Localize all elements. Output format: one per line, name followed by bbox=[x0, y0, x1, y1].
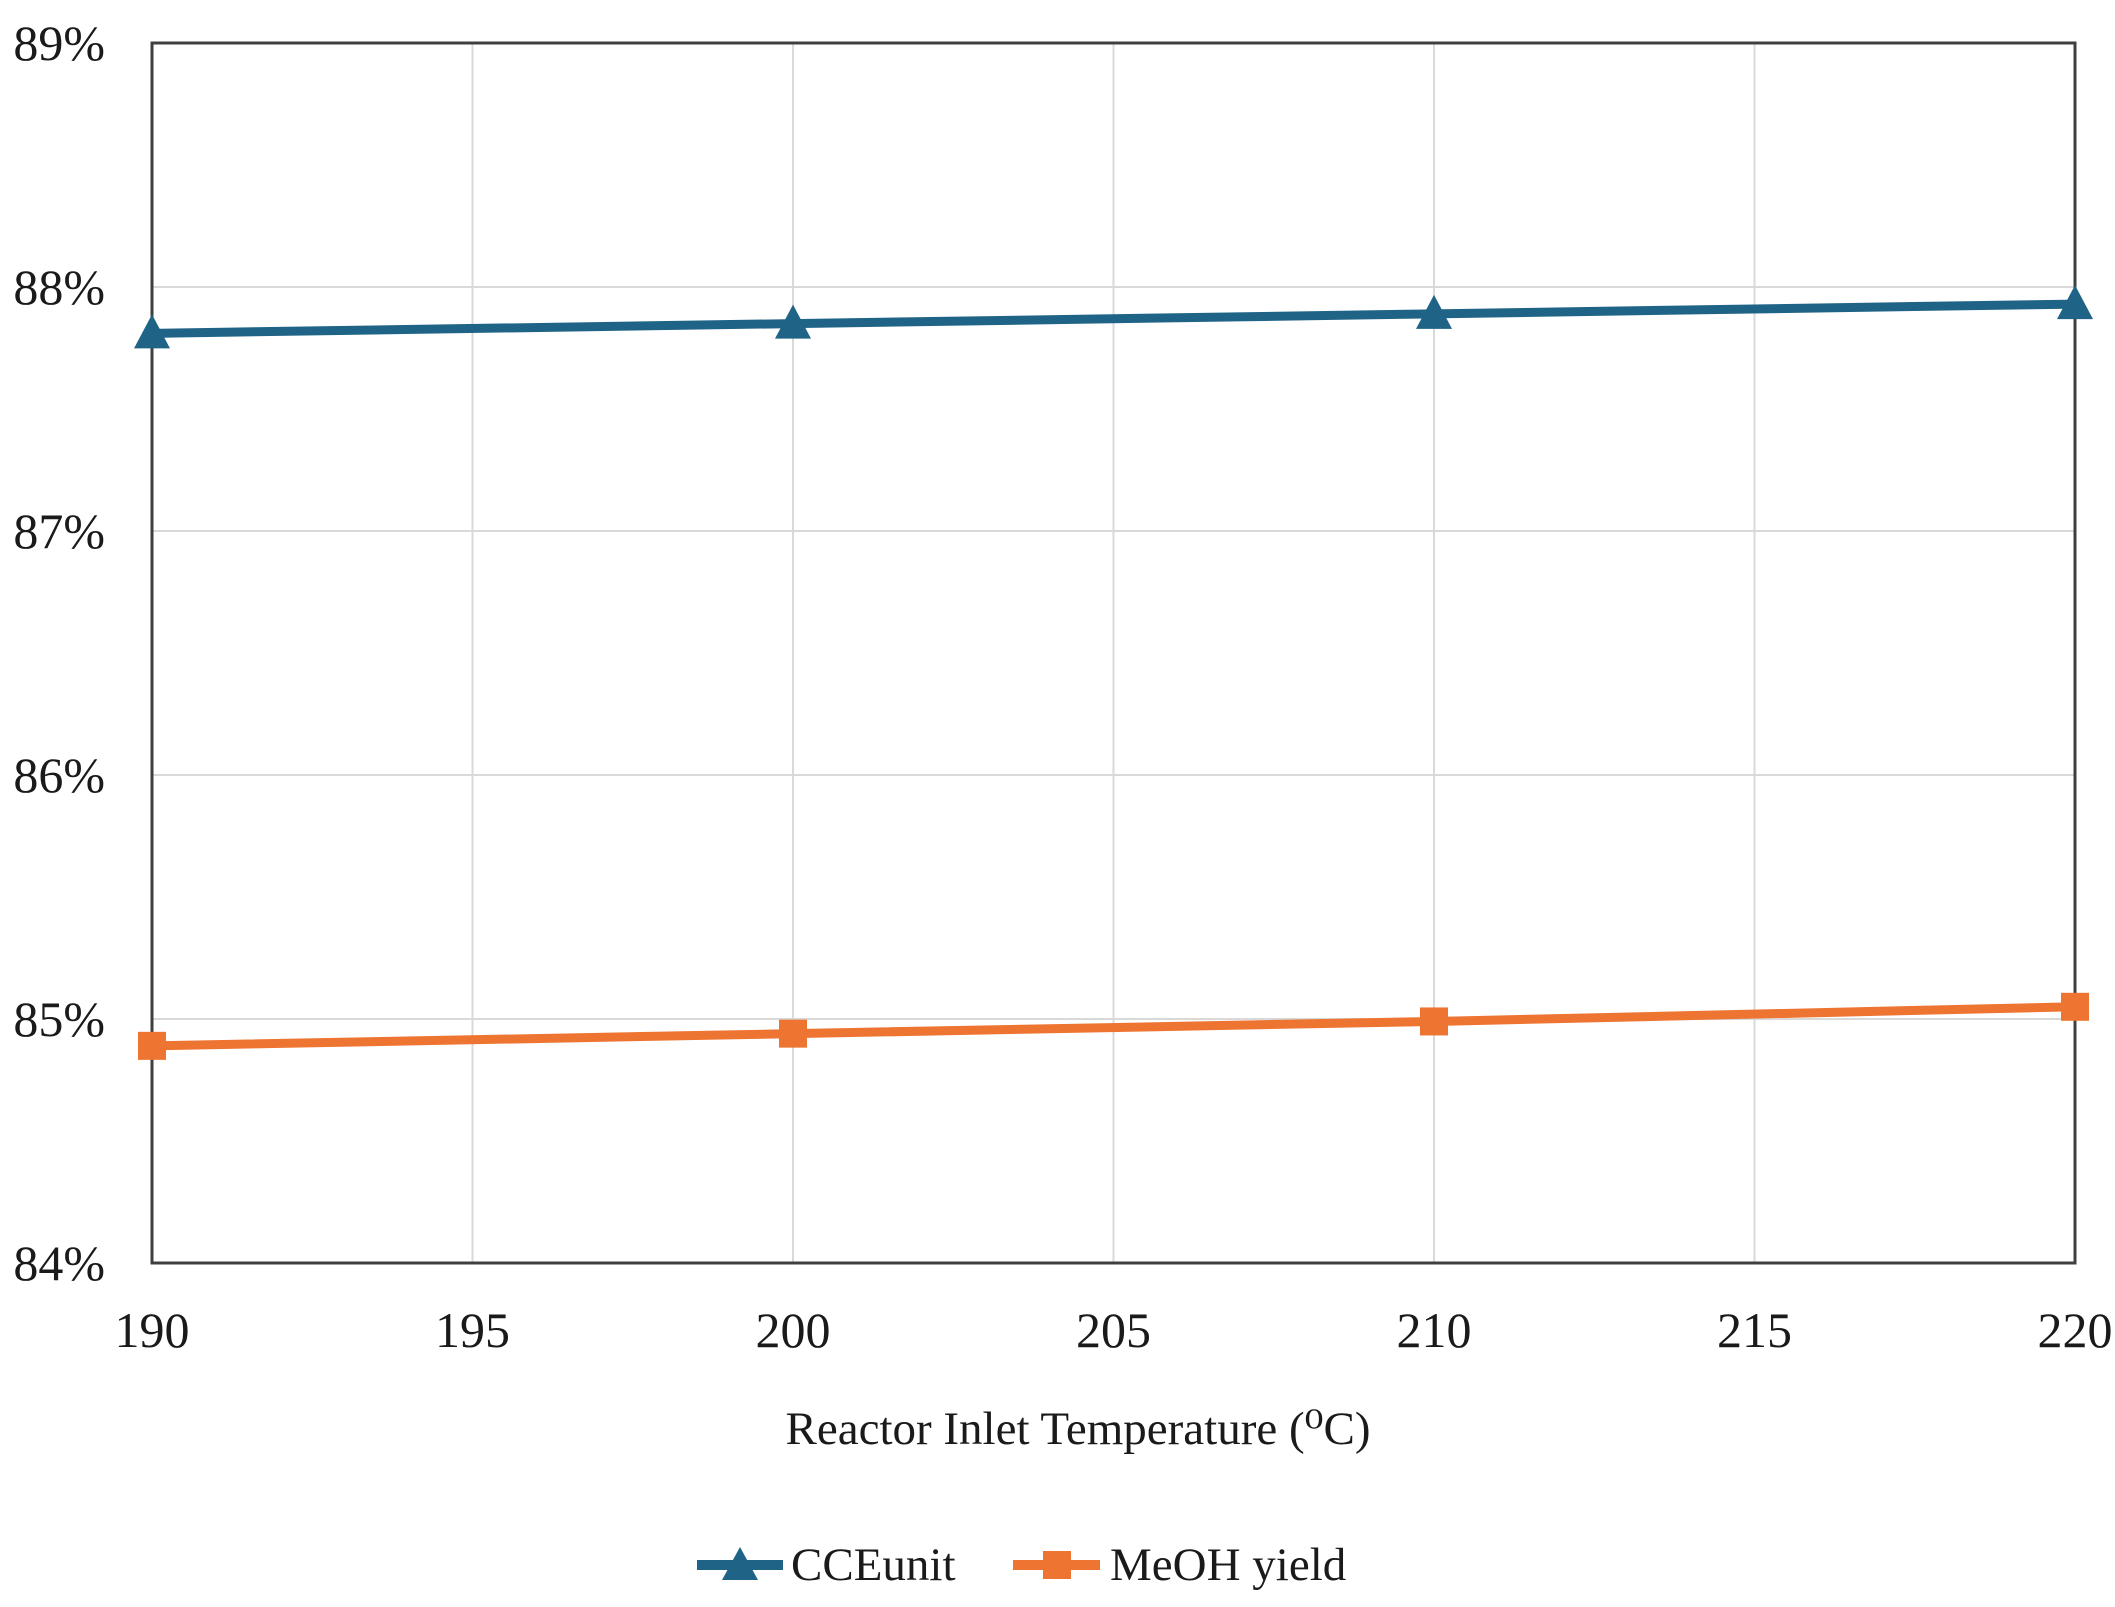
x-tick-label-220: 220 bbox=[2038, 1302, 2113, 1358]
marker-meoh-yield-190 bbox=[138, 1031, 166, 1060]
legend-label-meoh-yield: MeOH yield bbox=[1110, 1539, 1346, 1591]
y-tick-label-89: 89% bbox=[13, 15, 105, 71]
legend-item-meoh-yield: MeOH yield bbox=[1013, 1539, 1346, 1591]
marker-cceunit-220 bbox=[2057, 285, 2093, 320]
x-tick-label-210: 210 bbox=[1397, 1302, 1472, 1358]
y-tick-label-85: 85% bbox=[13, 991, 105, 1047]
plot-border bbox=[150, 41, 2077, 1265]
x-tick-label-190: 190 bbox=[115, 1302, 190, 1358]
x-tick-label-200: 200 bbox=[756, 1302, 831, 1358]
x-tick-label-215: 215 bbox=[1717, 1302, 1792, 1358]
legend-item-cceunit: CCEunit bbox=[697, 1539, 956, 1591]
series-line-meoh-yield bbox=[151, 1002, 2076, 1051]
y-tick-label-87: 87% bbox=[13, 503, 105, 559]
marker-cceunit-200 bbox=[775, 304, 811, 339]
cceunit-triangle-marker-icon bbox=[722, 1547, 758, 1580]
legend-label-cceunit: CCEunit bbox=[791, 1539, 956, 1591]
marker-meoh-yield-210 bbox=[1420, 1007, 1448, 1036]
series-line-cceunit bbox=[151, 299, 2076, 338]
x-tick-label-195: 195 bbox=[435, 1302, 510, 1358]
plot-area: 84% 85% 86% 87% 88% 89% 190 195 200 205 210 215 220 bbox=[13, 15, 2112, 1358]
legend: CCEunit MeOH yield bbox=[697, 1539, 1346, 1591]
meoh-square-marker-icon bbox=[1043, 1551, 1071, 1579]
marker-cceunit-210 bbox=[1416, 294, 1452, 329]
y-tick-label-88: 88% bbox=[13, 259, 105, 315]
y-tick-label-84: 84% bbox=[13, 1235, 105, 1291]
y-tick-label-86: 86% bbox=[13, 747, 105, 803]
x-tick-label-205: 205 bbox=[1076, 1302, 1151, 1358]
marker-meoh-yield-200 bbox=[779, 1019, 807, 1048]
marker-cceunit-190 bbox=[134, 314, 170, 349]
marker-meoh-yield-220 bbox=[2061, 992, 2089, 1021]
x-axis-title: Reactor Inlet Temperature (⁰C) bbox=[786, 1403, 1371, 1455]
